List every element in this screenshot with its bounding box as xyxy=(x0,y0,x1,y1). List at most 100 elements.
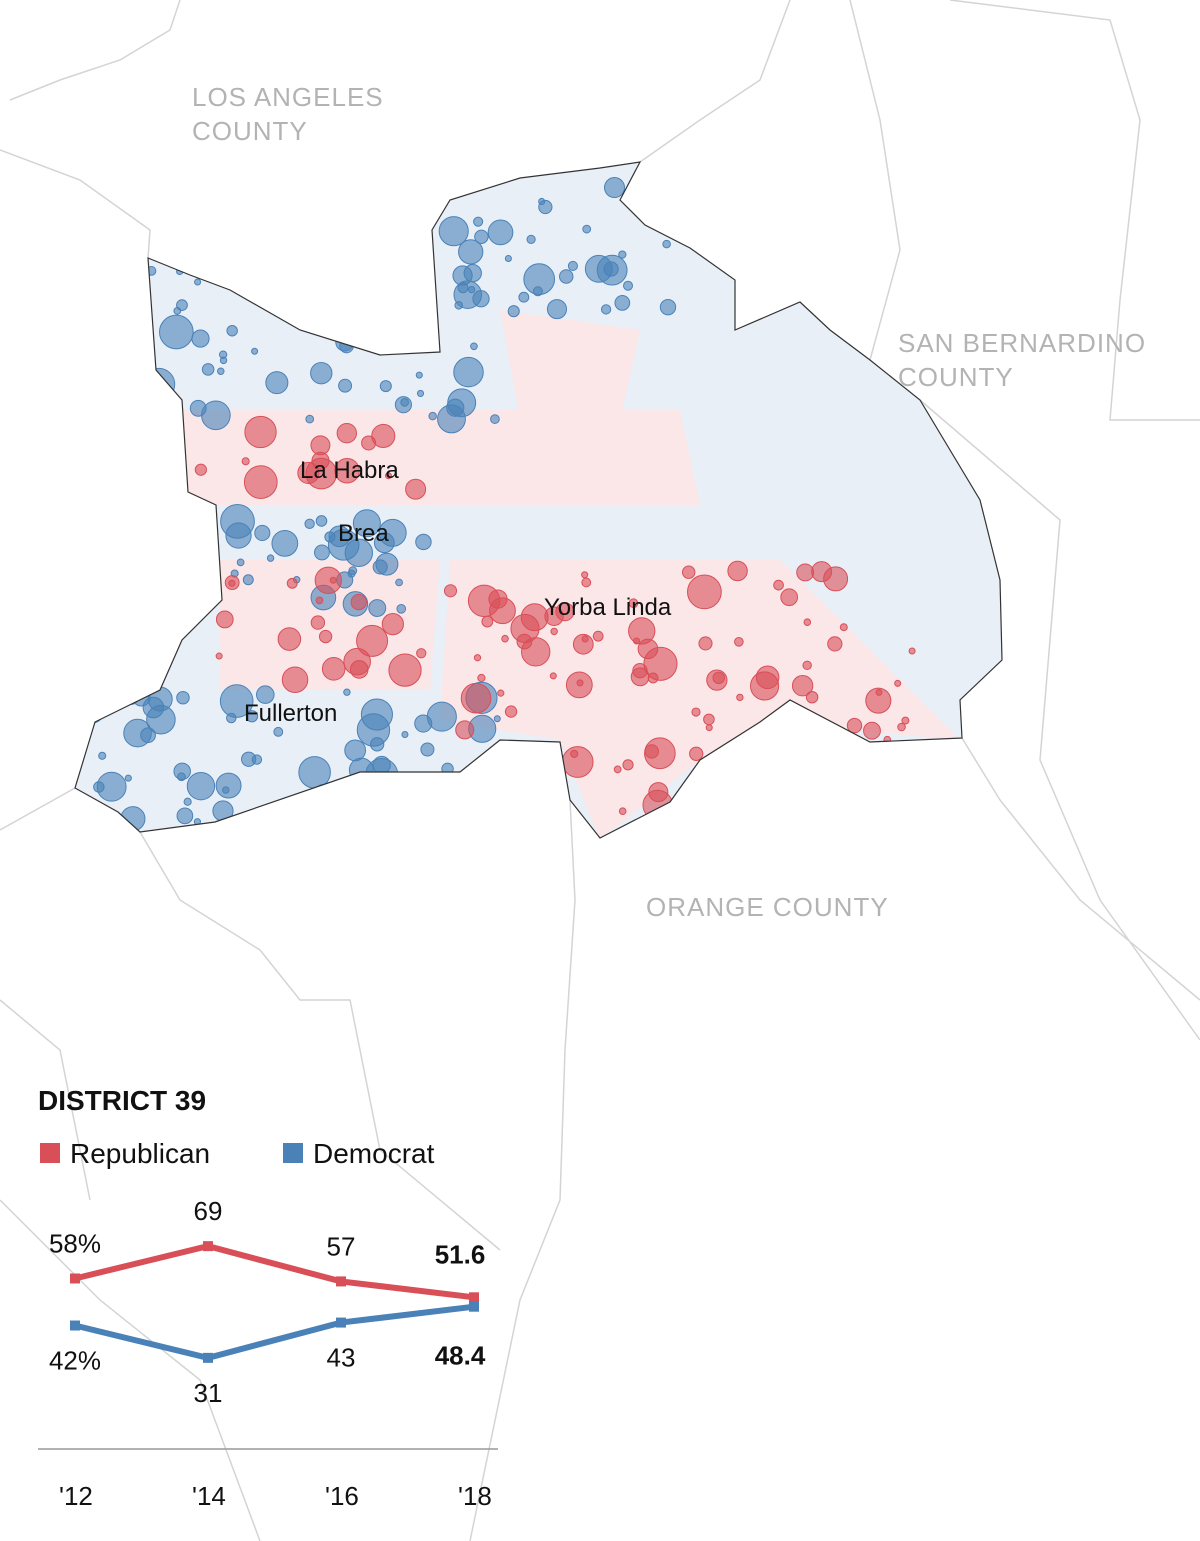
x-tick-label: '14 xyxy=(192,1481,226,1511)
precinct-circle xyxy=(314,544,330,561)
precinct-circle xyxy=(313,264,336,286)
value-label: 58% xyxy=(49,1228,101,1258)
precinct-circle xyxy=(228,579,236,587)
precinct-circle xyxy=(251,347,259,355)
precinct-circle xyxy=(727,560,748,582)
precinct-circle xyxy=(420,742,435,757)
precinct-circle xyxy=(446,398,465,417)
precinct-circle xyxy=(780,588,799,607)
precinct-circle xyxy=(497,689,505,697)
precinct-circle xyxy=(284,801,305,822)
precinct-circle xyxy=(666,216,674,224)
precinct-circle xyxy=(453,356,484,388)
precinct-circle xyxy=(398,311,417,330)
x-tick-label: '18 xyxy=(458,1481,492,1511)
precinct-circle xyxy=(703,713,715,726)
precinct-circle xyxy=(455,720,475,740)
city-label: Fullerton xyxy=(244,700,337,727)
precinct-circle xyxy=(429,808,437,816)
precinct-circle xyxy=(456,795,469,808)
precinct-circle xyxy=(507,305,520,318)
precinct-circle xyxy=(329,576,337,584)
precinct-circle xyxy=(734,636,744,647)
precinct-circle xyxy=(490,414,500,424)
precinct-circle xyxy=(476,789,495,807)
value-label: 48.4 xyxy=(435,1341,486,1371)
precinct-circle xyxy=(470,789,493,812)
precinct-circle xyxy=(147,686,173,712)
precinct-circle xyxy=(600,304,612,315)
point-marker xyxy=(203,1241,213,1252)
precinct-circle xyxy=(477,673,486,683)
precinct-circle xyxy=(328,525,351,548)
precinct-circle xyxy=(473,654,482,662)
precinct-circle xyxy=(362,301,370,309)
precinct-circle xyxy=(576,679,584,687)
precinct-circle xyxy=(395,578,403,587)
precinct-circle xyxy=(659,298,677,316)
precinct-circle xyxy=(98,751,107,760)
precinct-circle xyxy=(113,697,121,705)
precinct-circle xyxy=(379,380,392,393)
precinct-circle xyxy=(516,633,533,650)
precinct-circle xyxy=(518,291,530,303)
point-marker xyxy=(70,1320,80,1331)
precinct-circle xyxy=(321,657,346,681)
precinct-circle xyxy=(215,610,234,629)
precinct-circle xyxy=(140,727,156,744)
precinct-circle xyxy=(549,672,557,680)
precinct-circle xyxy=(460,682,492,714)
precinct-circle xyxy=(736,693,744,702)
legend-label: Republican xyxy=(70,1138,210,1169)
precinct-circle xyxy=(222,786,230,794)
precinct-circle xyxy=(401,731,409,739)
county-label: ORANGE COUNTY xyxy=(646,892,889,922)
precinct-circle xyxy=(618,250,627,259)
precinct-circle xyxy=(315,596,324,605)
precinct-circle xyxy=(415,533,432,551)
city-label: Yorba Linda xyxy=(544,594,672,621)
precinct-circle xyxy=(662,239,671,249)
precinct-circle xyxy=(350,593,367,611)
precinct-circle xyxy=(582,224,592,234)
precinct-circle xyxy=(642,789,674,821)
precinct-circle xyxy=(144,400,158,414)
precinct-circle xyxy=(290,273,302,285)
precinct-circle xyxy=(643,646,678,681)
precinct-circle xyxy=(352,509,381,538)
precinct-circle xyxy=(897,722,906,732)
line-chart: DISTRICT 39 '12 '14 '16 '18 Republican 58% 69 5… xyxy=(38,1085,498,1511)
precinct-circle xyxy=(393,781,425,813)
precinct-circle xyxy=(401,296,432,327)
precinct-circle xyxy=(244,415,277,449)
precinct-circle xyxy=(338,378,353,393)
precinct-circle xyxy=(304,518,315,530)
precinct-circle xyxy=(394,396,412,414)
precinct-circle xyxy=(438,216,469,247)
precinct-circle xyxy=(416,389,425,398)
precinct-circle xyxy=(883,735,892,744)
precinct-circle xyxy=(373,532,395,554)
precinct-circle xyxy=(567,260,578,272)
precinct-circle xyxy=(802,660,812,671)
precinct-circle xyxy=(410,783,437,810)
county-label: SAN BERNARDINO xyxy=(898,328,1146,358)
precinct-circle xyxy=(344,739,367,762)
precinct-circle xyxy=(236,558,245,567)
point-marker xyxy=(203,1352,213,1363)
precinct-circle xyxy=(581,571,589,579)
value-label: 57 xyxy=(327,1231,356,1261)
precinct-circle xyxy=(388,653,422,687)
precinct-circle xyxy=(546,299,568,320)
precinct-circle xyxy=(233,277,241,285)
precinct-circle xyxy=(592,630,604,642)
precinct-circle xyxy=(908,647,916,655)
precinct-circle xyxy=(240,751,257,767)
precinct-circle xyxy=(447,807,456,817)
precinct-circle xyxy=(555,602,575,622)
precinct-circle xyxy=(368,599,387,617)
precinct-circle xyxy=(318,629,333,644)
precinct-circle xyxy=(347,569,356,578)
precinct-circle xyxy=(120,806,146,832)
precinct-circle xyxy=(217,367,225,375)
